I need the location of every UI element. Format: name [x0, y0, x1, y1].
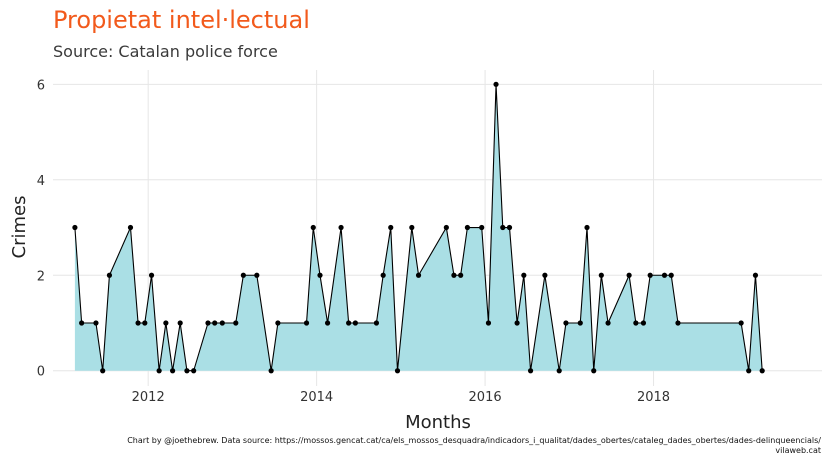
x-tick-label: 2012	[132, 390, 165, 405]
data-point	[451, 272, 457, 278]
data-point	[647, 272, 653, 278]
caption-source: Chart by @joethebrew. Data source: https…	[127, 436, 821, 445]
chart-subtitle: Source: Catalan police force	[53, 42, 278, 61]
data-point	[746, 368, 752, 374]
data-point	[388, 224, 394, 231]
data-point	[584, 224, 590, 231]
data-point	[485, 320, 492, 326]
x-tick-label: 2014	[300, 390, 333, 405]
data-point	[409, 224, 415, 231]
data-point	[142, 320, 148, 326]
data-point	[177, 320, 183, 326]
data-point	[752, 272, 759, 278]
chart-title: Propietat intel·lectual	[53, 6, 310, 34]
data-point	[156, 368, 162, 374]
data-point	[605, 320, 611, 326]
x-tick-label: 2018	[637, 390, 670, 405]
data-point	[93, 320, 99, 326]
data-point	[394, 368, 401, 374]
data-point	[591, 368, 597, 374]
data-point	[346, 320, 352, 326]
data-point	[633, 320, 639, 326]
data-point	[212, 320, 218, 326]
data-point	[675, 320, 681, 326]
data-point	[79, 320, 85, 326]
y-tick-label: 2	[37, 269, 45, 284]
data-point	[598, 272, 604, 278]
data-point	[661, 272, 668, 278]
data-point	[127, 224, 134, 231]
data-point	[626, 272, 632, 278]
data-point	[275, 320, 281, 326]
data-point	[556, 368, 562, 374]
data-point	[373, 320, 380, 326]
data-point	[72, 224, 78, 231]
y-axis-tick-labels: 0 2 4 6	[37, 78, 45, 379]
data-point	[380, 272, 386, 278]
data-point	[352, 320, 358, 326]
data-point	[184, 368, 190, 374]
data-point	[240, 272, 246, 278]
data-point	[542, 272, 548, 278]
data-point	[493, 81, 499, 87]
y-tick-label: 6	[37, 78, 45, 93]
x-axis-tick-labels: 2012 2014 2016 2018	[132, 390, 670, 405]
data-point	[506, 224, 513, 231]
y-axis-title: Crimes	[9, 196, 30, 259]
data-point	[577, 320, 583, 326]
data-point	[521, 272, 527, 278]
caption-site: vilaweb.cat	[775, 446, 821, 455]
data-point	[100, 368, 106, 374]
data-point	[233, 320, 239, 326]
data-point	[668, 272, 674, 278]
data-point	[563, 320, 569, 326]
data-point	[303, 320, 310, 326]
y-tick-label: 4	[37, 174, 45, 189]
data-points	[72, 81, 765, 374]
data-point	[479, 224, 485, 231]
x-tick-label: 2016	[469, 390, 502, 405]
data-point	[205, 320, 211, 326]
data-point	[135, 320, 141, 326]
data-point	[254, 272, 260, 278]
data-point	[443, 224, 449, 231]
data-point	[191, 368, 197, 374]
x-axis-title: Months	[405, 412, 471, 433]
data-point	[527, 368, 534, 374]
data-point	[324, 320, 331, 326]
data-point	[759, 368, 765, 374]
data-point	[163, 320, 169, 326]
chart-caption: Chart by @joethebrew. Data source: https…	[101, 436, 821, 456]
data-point	[106, 272, 113, 278]
data-point	[514, 320, 520, 326]
data-point	[458, 272, 464, 278]
data-point	[268, 368, 274, 374]
crimes-area	[74, 84, 763, 371]
data-point	[317, 272, 323, 278]
data-point	[338, 224, 344, 231]
data-point	[738, 320, 744, 326]
data-point	[170, 368, 176, 374]
data-point	[640, 320, 647, 326]
data-point	[500, 224, 506, 231]
data-point	[148, 272, 155, 278]
data-point	[219, 320, 225, 326]
data-point	[310, 224, 316, 231]
y-tick-label: 0	[37, 365, 45, 380]
data-point	[464, 224, 471, 231]
data-point	[415, 272, 422, 278]
